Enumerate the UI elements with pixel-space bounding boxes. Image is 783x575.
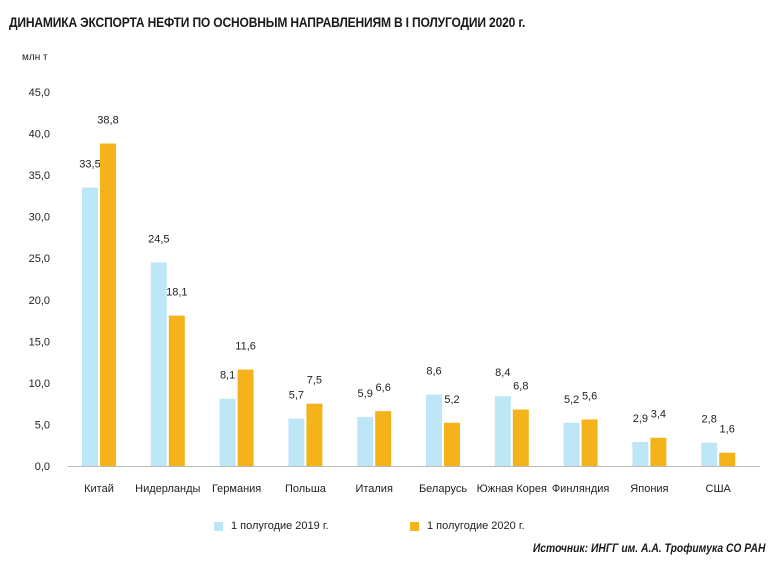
data-label-2020: 6,6 [376,382,391,394]
data-label-2019: 5,2 [564,394,579,406]
bar-2019 [219,398,236,466]
data-label-2020: 18,1 [166,287,187,299]
data-label-2019: 8,6 [426,366,441,378]
bar-2020 [306,403,323,466]
data-label-2020: 1,6 [720,424,735,436]
bar-2019 [357,416,374,466]
data-label-2019: 24,5 [148,233,169,245]
x-category-label: Германия [212,483,261,495]
bar-2019 [288,418,305,466]
x-category-label: Япония [630,483,668,495]
x-category-label: Нидерланды [135,483,200,495]
bar-2020 [375,411,392,466]
y-tick-label: 15,0 [29,336,50,348]
bar-2020 [581,419,598,466]
data-label-2019: 33,5 [79,159,100,171]
x-category-label: Беларусь [419,483,467,495]
bar-2020 [650,437,667,466]
legend-label-2019: 1 полугодие 2019 г. [231,520,329,532]
data-label-2020: 6,8 [513,380,528,392]
y-tick-label: 0,0 [35,461,50,473]
y-axis-unit: млн т [22,52,48,63]
bar-2020 [100,143,116,467]
y-tick-label: 45,0 [29,87,50,99]
data-label-2019: 5,7 [289,390,304,402]
bar-2019 [82,187,98,467]
data-label-2019: 5,9 [358,388,373,400]
bar-2020 [512,409,529,466]
data-label-2020: 5,2 [444,394,459,406]
bar-2020 [237,369,254,466]
data-label-2020: 11,6 [235,341,256,353]
bar-2019 [150,262,167,466]
bar-2020 [719,452,736,466]
bar-2019 [701,442,718,466]
data-label-2019: 8,4 [495,367,510,379]
data-label-2020: 7,5 [307,375,322,387]
legend-label-2020: 1 полугодие 2020 г. [427,520,525,532]
bar-2020 [444,422,460,466]
y-tick-label: 30,0 [29,212,50,224]
bar-2020 [168,315,185,466]
y-tick-label: 10,0 [29,378,50,390]
y-tick-label: 5,0 [35,419,50,431]
legend-item-2020: 1 полугодие 2020 г. [410,520,525,532]
legend-item-2019: 1 полугодие 2019 г. [214,520,329,532]
bar-2019 [494,396,511,466]
y-tick-label: 20,0 [29,295,50,307]
x-category-label: США [706,483,732,495]
x-category-label: Финляндия [552,483,610,495]
data-label-2019: 2,9 [633,413,648,425]
y-tick-label: 35,0 [29,170,50,182]
bar-2019 [563,422,580,466]
source-note: Источник: ИНГГ им. А.А. Трофимука СО РАН [532,541,765,555]
data-label-2020: 38,8 [97,115,118,127]
bar-2019 [426,394,442,466]
data-label-2020: 3,4 [651,409,666,421]
legend-swatch-2020 [410,521,419,531]
y-tick-label: 25,0 [29,253,50,265]
data-label-2020: 5,6 [582,390,597,402]
legend-swatch-2019 [214,521,223,531]
x-category-label: Южная Корея [477,483,547,495]
chart-title: ДИНАМИКА ЭКСПОРТА НЕФТИ ПО ОСНОВНЫМ НАПР… [9,14,526,30]
x-category-label: Польша [285,483,327,495]
data-label-2019: 8,1 [220,370,235,382]
y-tick-label: 40,0 [29,129,50,141]
x-category-label: Китай [84,483,114,495]
bar-2019 [632,441,649,466]
data-label-2019: 2,8 [702,414,717,426]
x-category-label: Италия [355,483,393,495]
